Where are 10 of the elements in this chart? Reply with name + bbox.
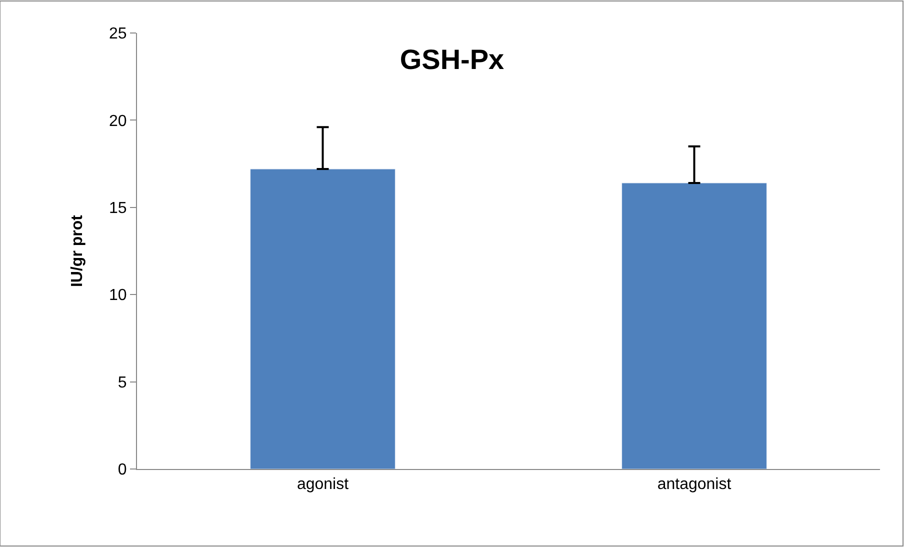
x-tick-label: antagonist — [657, 476, 732, 494]
y-axis-title: IU/gr prot — [68, 214, 86, 287]
y-tick-label: 0 — [118, 462, 127, 479]
y-tick-label: 15 — [109, 200, 127, 217]
y-tick-label: 20 — [109, 112, 127, 130]
y-tick-label: 25 — [109, 26, 127, 43]
chart-title: GSH-Px — [400, 44, 505, 75]
x-tick-label: agonist — [296, 476, 350, 494]
y-tick-label: 5 — [118, 374, 127, 392]
y-tick-label: 10 — [109, 287, 127, 304]
